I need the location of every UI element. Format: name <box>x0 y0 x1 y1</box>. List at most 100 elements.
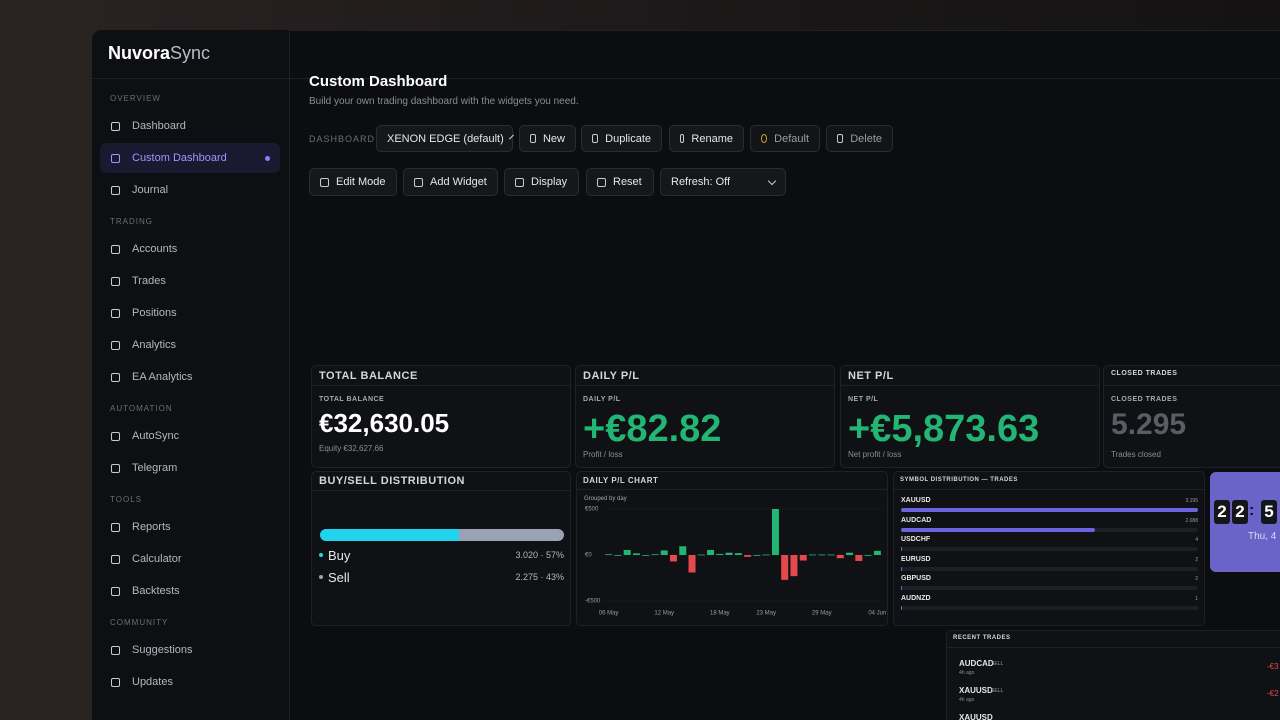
toolbar-button[interactable]: Display <box>504 168 579 196</box>
button-label: Add Widget <box>430 176 487 188</box>
nav-section-title: COMMUNITY <box>110 618 169 627</box>
nav-icon <box>111 522 120 532</box>
legend-label: Buy <box>328 548 351 563</box>
divider <box>577 489 887 490</box>
caret <box>767 176 777 185</box>
nav-item[interactable]: Updates <box>100 667 280 697</box>
clock-date: Thu, 4 <box>1248 531 1277 542</box>
trade-time: 4h ago <box>959 697 975 703</box>
toolbar-button[interactable]: Reset <box>586 168 654 196</box>
nav-item[interactable]: Reports <box>100 512 280 542</box>
nav-section-title: OVERVIEW <box>110 94 161 103</box>
nav-label: AutoSync <box>132 430 180 442</box>
toolbar-button[interactable]: Default <box>750 125 820 152</box>
card-header: TOTAL BALANCE <box>319 370 418 382</box>
nav-item[interactable]: Calculator <box>100 544 280 574</box>
nav-label: Telegram <box>132 462 178 474</box>
active-dot <box>265 155 270 161</box>
nav-item[interactable]: Analytics <box>100 330 280 360</box>
button-icon <box>320 177 329 187</box>
nav-label: Trades <box>132 275 166 287</box>
divider <box>312 490 570 491</box>
nav-icon <box>111 677 120 687</box>
nav-label: Accounts <box>132 243 178 255</box>
select-value: Refresh: Off <box>671 176 731 188</box>
caret <box>508 134 514 140</box>
nav-item[interactable]: AutoSync <box>100 421 280 451</box>
card-header: RECENT TRADES <box>953 635 1011 641</box>
nav-icon <box>111 308 120 318</box>
nav-item[interactable]: Journal <box>100 175 280 205</box>
toolbar-button[interactable]: Rename <box>669 125 744 152</box>
button-label: New <box>542 132 565 145</box>
stat-sub: Profit / loss <box>583 450 623 459</box>
trade-pnl: -€3 <box>1267 662 1279 671</box>
button-icon <box>515 177 524 187</box>
stat-card: TOTAL BALANCE TOTAL BALANCE €32,630.05 Equi… <box>311 365 571 468</box>
nav-label: Backtests <box>132 585 180 597</box>
toolbar-button[interactable]: New <box>519 125 576 152</box>
nav-item[interactable]: Accounts <box>100 234 280 264</box>
sell-bar <box>459 529 564 541</box>
select-value: XENON EDGE (default) <box>387 132 504 145</box>
nav-icon <box>111 372 120 382</box>
divider <box>312 385 570 386</box>
symbol-count: 2 <box>1195 556 1198 563</box>
symbol-count: 1 <box>1195 595 1198 602</box>
stat-value: +€82.82 <box>583 408 722 450</box>
nav-icon <box>111 153 120 163</box>
toolbar-button[interactable]: Delete <box>826 125 893 152</box>
nav-item[interactable]: Positions <box>100 298 280 328</box>
toolbar-button[interactable]: Add Widget <box>403 168 498 196</box>
stat-label: CLOSED TRADES <box>1111 396 1178 403</box>
button-label: Duplicate <box>605 132 651 145</box>
dashboard-select[interactable]: XENON EDGE (default) <box>376 125 514 152</box>
nav-item[interactable]: Trades <box>100 266 280 296</box>
nav-label: EA Analytics <box>132 371 193 383</box>
button-icon <box>680 134 685 143</box>
nav-icon <box>111 185 120 195</box>
button-label: Display <box>531 176 568 188</box>
trade-side: SELL <box>991 661 1004 667</box>
symbol-count: 3.195 <box>1185 498 1198 504</box>
recent-trades-card: RECENT TRADES AUDCAD SELL 4h ago -€3 XAUUSD SE… <box>946 630 1280 720</box>
stat-value: 5.295 <box>1111 408 1187 441</box>
stat-label: DAILY P/L <box>583 396 621 403</box>
chart-card: DAILY P/L CHART Grouped by day <box>576 471 888 626</box>
trade-side: SELL <box>991 688 1004 694</box>
symbol-name: EURUSD <box>901 555 931 563</box>
symbol-bar <box>901 527 1096 532</box>
refresh-select[interactable]: Refresh: Off <box>660 168 786 196</box>
nav-item[interactable]: Custom Dashboard <box>100 143 280 173</box>
nav-section-title: AUTOMATION <box>110 404 173 413</box>
divider <box>841 385 1099 386</box>
nav-item[interactable]: Suggestions <box>100 635 280 665</box>
buysell-card: BUY/SELL DISTRIBUTION Buy 3.020 · 57% Sell 2… <box>311 471 571 626</box>
nav-icon <box>111 586 120 596</box>
toolbar-button[interactable]: Duplicate <box>581 125 662 152</box>
clock-separator: : <box>1249 502 1255 519</box>
nav-item[interactable]: Dashboard <box>100 111 280 141</box>
nav-label: Reports <box>132 521 171 533</box>
stat-sub: Net profit / loss <box>848 450 902 459</box>
card-header: NET P/L <box>848 370 894 382</box>
symbol-name: USDCHF <box>901 536 931 543</box>
nav-label: Analytics <box>132 339 177 351</box>
stat-value: +€5,873.63 <box>848 408 1040 450</box>
stat-sub: Trades closed <box>1111 450 1161 459</box>
nav-item[interactable]: EA Analytics <box>100 362 280 392</box>
symbol-track <box>901 547 1198 551</box>
divider <box>1104 385 1280 386</box>
page-title: Custom Dashboard <box>309 73 448 90</box>
trade-time: 4h ago <box>959 670 975 676</box>
nav-item[interactable]: Backtests <box>100 576 280 606</box>
symbol-count: 2.088 <box>1185 517 1198 524</box>
nav-item[interactable]: Telegram <box>100 453 280 483</box>
symbol-track <box>901 566 1198 571</box>
stat-card: CLOSED TRADES CLOSED TRADES 5.295 Trades cl… <box>1103 365 1280 468</box>
nav-label: Custom Dashboard <box>132 152 227 164</box>
stat-value: €32,630.05 <box>319 408 450 438</box>
symbol-name: AUDCAD <box>901 516 932 524</box>
toolbar-button[interactable]: Edit Mode <box>309 168 397 196</box>
symbol-name: AUDNZD <box>901 594 931 602</box>
